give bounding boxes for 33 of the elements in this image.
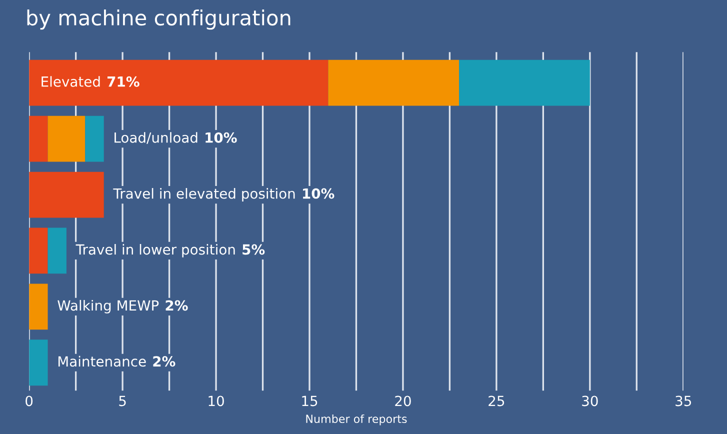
bar	[29, 60, 328, 106]
annotation: 2%	[166, 300, 188, 311]
annotation: 2%	[153, 356, 176, 367]
bar	[459, 60, 590, 106]
y-tick-label: Travel in lower position	[76, 244, 235, 258]
bar	[29, 172, 104, 218]
x-tick-label: 30	[582, 396, 598, 406]
chart-title: by machine configuration	[27, 9, 290, 30]
x-tick-label: 10	[208, 396, 224, 406]
annotation: 10%	[206, 132, 237, 143]
annotation: 5%	[242, 244, 265, 255]
bar	[85, 116, 104, 162]
annotation: 71%	[108, 76, 140, 87]
x-tick-label: 0	[26, 396, 33, 406]
bar	[328, 60, 460, 106]
bar	[48, 116, 86, 162]
bar	[29, 228, 48, 274]
x-tick-label: 5	[119, 396, 126, 406]
bar	[29, 284, 48, 330]
x-tick-label: 15	[302, 396, 318, 406]
y-tick-label: Elevated	[42, 76, 100, 87]
x-tick-label: 35	[676, 396, 692, 406]
x-axis-title: Number of reports	[306, 414, 407, 426]
annotation: 10%	[303, 188, 334, 199]
y-tick-label: Load/unload	[114, 132, 198, 144]
x-tick-label: 20	[395, 396, 411, 406]
bar	[48, 228, 66, 274]
y-tick-label: Maintenance	[58, 356, 146, 367]
y-tick-label: Walking MEWP	[58, 300, 159, 314]
bar	[29, 116, 48, 162]
bar	[29, 340, 48, 386]
y-tick-label: Travel in elevated position	[113, 188, 295, 202]
x-tick-label: 25	[488, 396, 504, 406]
